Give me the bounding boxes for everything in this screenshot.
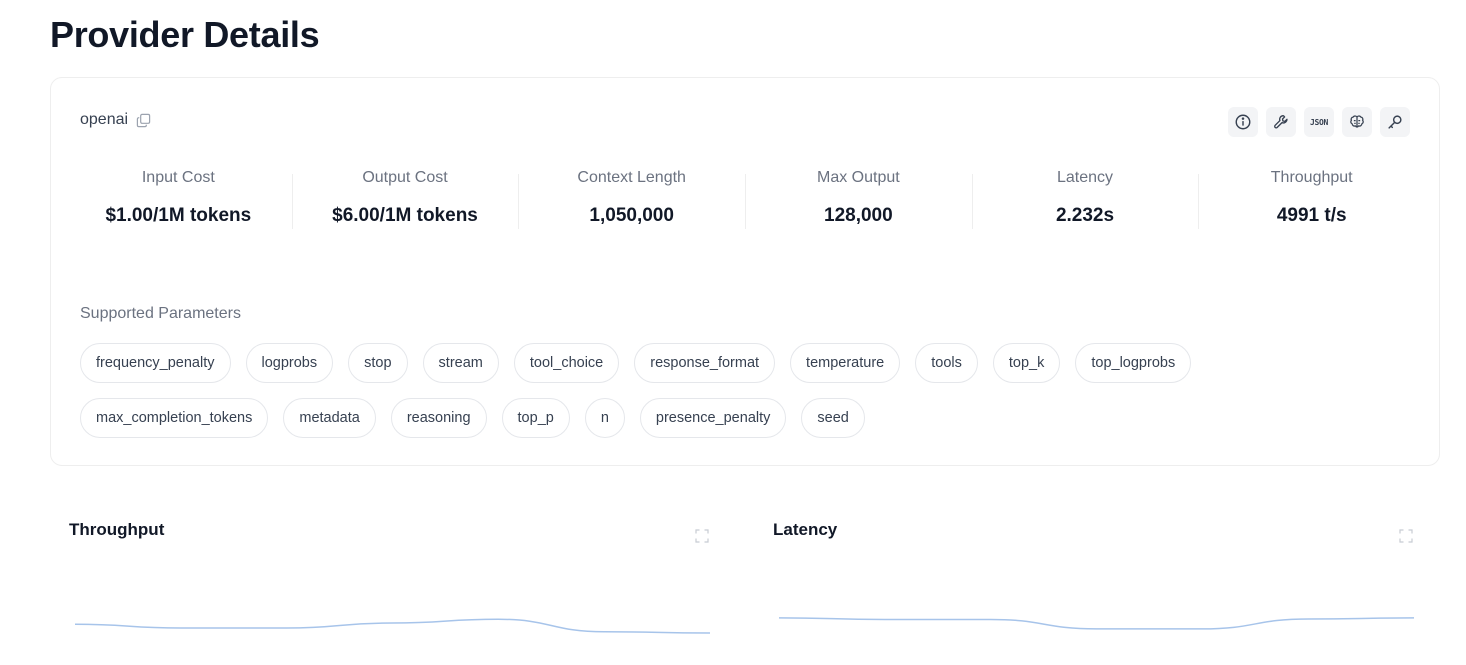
- stat-label: Max Output: [817, 169, 900, 186]
- throughput-chart-title: Throughput: [69, 520, 165, 539]
- stat-label: Context Length: [577, 169, 686, 186]
- parameter-chip: metadata: [283, 398, 376, 438]
- supported-parameters-title: Supported Parameters: [80, 305, 241, 322]
- parameter-chip: seed: [801, 398, 865, 438]
- key-icon[interactable]: [1380, 107, 1410, 137]
- provider-header: openai: [80, 111, 151, 129]
- stat-value: 4991 t/s: [1276, 205, 1347, 226]
- parameter-chip: reasoning: [390, 398, 487, 438]
- throughput-chart-panel: Throughput: [69, 520, 719, 665]
- throughput-chart: [74, 618, 711, 634]
- latency-chart-title: Latency: [773, 520, 838, 539]
- parameter-chips: frequency_penalty logprobs stop stream t…: [80, 343, 1280, 438]
- parameter-chip: presence_penalty: [639, 398, 787, 438]
- parameter-chip: tool_choice: [513, 343, 620, 383]
- parameter-chip: n: [584, 398, 625, 438]
- expand-icon[interactable]: [1399, 529, 1413, 543]
- stat-output-cost: Output Cost $6.00/1M tokens: [291, 166, 519, 236]
- parameter-chip: top_p: [501, 398, 570, 438]
- stat-throughput: Throughput 4991 t/s: [1198, 166, 1425, 236]
- wrench-icon[interactable]: [1266, 107, 1296, 137]
- stat-context-length: Context Length 1,050,000: [518, 166, 745, 236]
- stat-value: $1.00/1M tokens: [105, 205, 252, 226]
- stat-label: Output Cost: [362, 169, 448, 186]
- parameter-chip: top_k: [992, 343, 1061, 383]
- stat-value: 128,000: [824, 205, 893, 226]
- latency-chart: [778, 617, 1415, 630]
- latency-series-line: [778, 617, 1415, 630]
- stat-max-output: Max Output 128,000: [745, 166, 972, 236]
- provider-tools: JSON: [1228, 107, 1410, 137]
- parameter-chip: tools: [915, 343, 978, 383]
- provider-name: openai: [80, 111, 129, 128]
- stat-label: Throughput: [1270, 169, 1353, 186]
- stat-label: Latency: [1057, 169, 1114, 186]
- parameter-chip: frequency_penalty: [80, 343, 231, 383]
- parameter-chip: max_completion_tokens: [80, 398, 269, 438]
- stat-value: 2.232s: [1055, 205, 1115, 226]
- json-icon[interactable]: JSON: [1304, 107, 1334, 137]
- stat-latency: Latency 2.232s: [971, 166, 1199, 236]
- parameter-chip: stop: [348, 343, 408, 383]
- stat-input-cost: Input Cost $1.00/1M tokens: [65, 166, 292, 236]
- provider-card: openai JSON: [50, 77, 1440, 466]
- parameter-chip: stream: [422, 343, 499, 383]
- stat-value: 1,050,000: [589, 205, 674, 226]
- parameter-chip: temperature: [790, 343, 901, 383]
- throughput-series-line: [74, 618, 711, 634]
- expand-icon[interactable]: [695, 529, 709, 543]
- json-label: JSON: [1309, 117, 1329, 127]
- page-title: Provider Details: [50, 14, 320, 55]
- stat-value: $6.00/1M tokens: [332, 205, 478, 226]
- brain-icon[interactable]: [1342, 107, 1372, 137]
- stat-label: Input Cost: [141, 169, 215, 186]
- stats-row: Input Cost $1.00/1M tokens Output Cost $…: [65, 166, 1425, 236]
- parameter-chip: top_logprobs: [1075, 343, 1192, 383]
- info-icon[interactable]: [1228, 107, 1258, 137]
- copy-icon[interactable]: [136, 113, 151, 128]
- parameter-chip: response_format: [634, 343, 776, 383]
- latency-chart-panel: Latency: [773, 520, 1423, 665]
- parameter-chip: logprobs: [245, 343, 334, 383]
